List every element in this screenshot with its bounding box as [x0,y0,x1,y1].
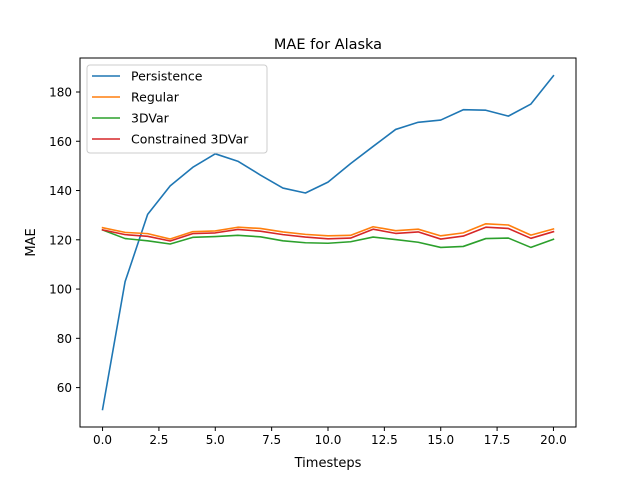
x-tick-label: 17.5 [484,433,511,447]
chart-title: MAE for Alaska [274,37,382,53]
legend-label: Constrained 3DVar [131,132,249,147]
y-tick-label: 100 [49,283,72,297]
y-axis-label: MAE [24,228,39,256]
plot-area-frame [79,57,577,428]
legend-box [86,64,268,154]
series-layer [101,74,555,411]
series-line-2 [101,228,555,249]
x-tick-label: 7.5 [262,433,281,447]
legend-label: 3DVar [131,111,170,126]
x-tick-label: 20.0 [540,433,567,447]
legend-label: Regular [131,90,180,105]
y-axis: 60 80 100 120 140 160 180 [49,85,80,395]
legend-label: Persistence [131,69,203,84]
y-tick-label: 80 [57,332,72,346]
series-line-1 [101,222,555,240]
x-axis: 0.0 2.5 5.0 7.5 10.0 12.5 15.0 17.5 20.0 [93,427,567,447]
series-line-3 [101,226,555,242]
y-tick-label: 140 [49,184,72,198]
x-tick-label: 15.0 [427,433,454,447]
y-tick-label: 60 [57,381,72,395]
x-axis-label: Timesteps [294,456,362,471]
y-tick-label: 120 [49,233,72,247]
series-line-0 [101,74,555,411]
y-tick-label: 180 [49,85,72,99]
x-tick-label: 0.0 [93,433,112,447]
legend: Persistence Regular 3DVar Constrained 3DVar [86,64,268,154]
x-tick-label: 2.5 [149,433,168,447]
y-tick-label: 160 [49,135,72,149]
x-tick-label: 5.0 [206,433,225,447]
x-tick-label: 12.5 [371,433,398,447]
x-tick-label: 10.0 [315,433,342,447]
